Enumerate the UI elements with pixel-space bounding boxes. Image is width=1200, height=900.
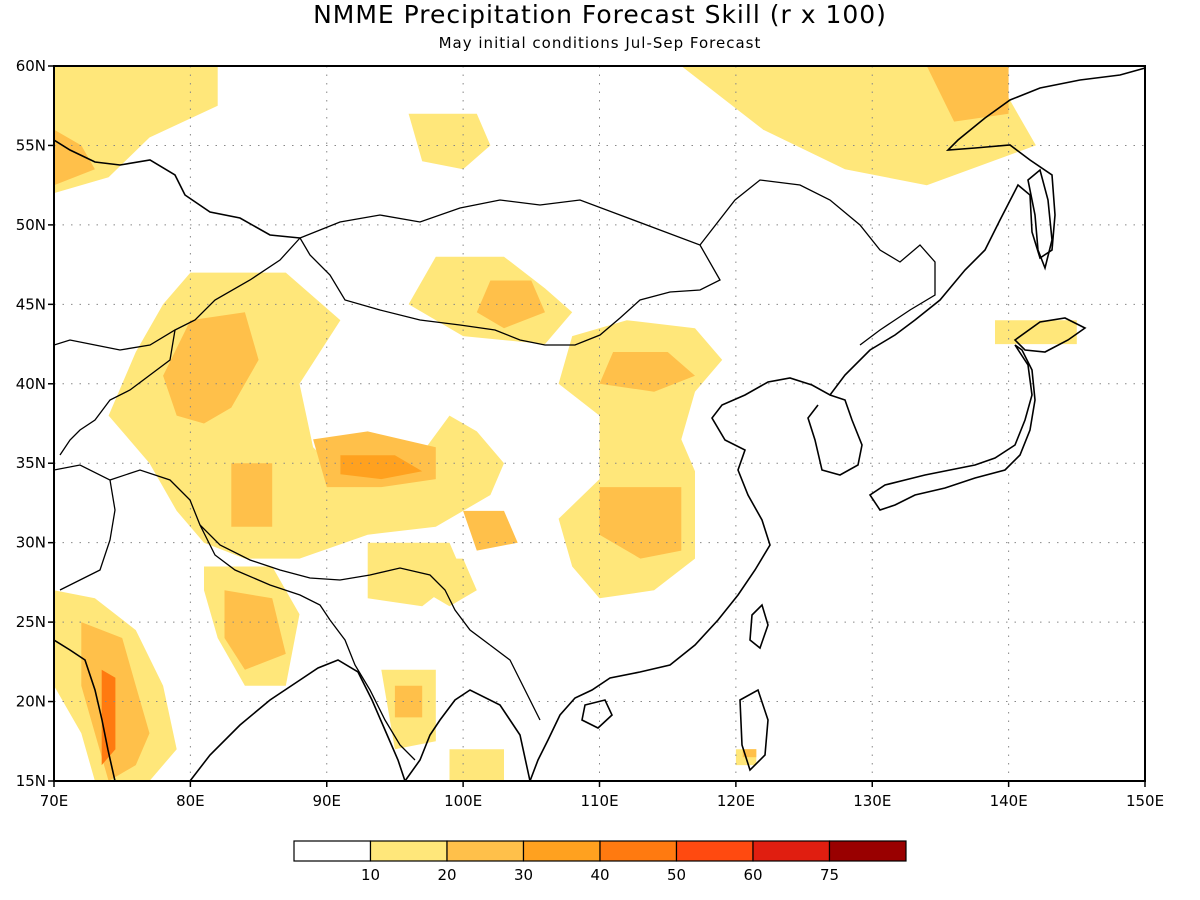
lat-tick-label: 35N: [16, 454, 46, 472]
coastline-layer: [54, 67, 1145, 781]
lat-tick-label: 20N: [16, 693, 46, 711]
japan-coastline: [868, 344, 1036, 511]
lon-tick-label: 110E: [580, 792, 618, 810]
east-asia-coastline: [529, 67, 1145, 781]
lat-tick-label: 25N: [16, 613, 46, 631]
mongolia-border: [299, 199, 721, 346]
skill-region-20: [224, 590, 286, 670]
lon-tick-label: 70E: [40, 792, 69, 810]
border-layer: [54, 179, 936, 761]
india-coastline: [54, 639, 116, 781]
colorbar-swatch: [446, 840, 525, 862]
lon-tick-label: 130E: [853, 792, 891, 810]
colorbar-swatch: [828, 840, 907, 862]
lat-tick-label: 30N: [16, 534, 46, 552]
skill-region-20: [394, 685, 423, 718]
laos-border: [489, 644, 541, 721]
colorbar-label: 75: [820, 866, 839, 884]
skill-region-20: [599, 352, 695, 392]
lon-tick-label: 150E: [1126, 792, 1164, 810]
sakhalin-coastline: [1027, 168, 1053, 271]
skill-region-20: [476, 280, 545, 329]
skill-fill-layer: [54, 66, 1077, 781]
pakistan-border: [54, 464, 116, 591]
lat-tick-label: 50N: [16, 216, 46, 234]
western-coastline: [54, 139, 301, 239]
skill-region-10: [367, 542, 464, 607]
skill-region-20: [54, 129, 95, 186]
himalaya-border: [109, 469, 491, 646]
hainan-coastline: [581, 699, 613, 729]
chart-subtitle: May initial conditions Jul-Sep Forecast: [438, 34, 762, 52]
skill-region-10: [995, 320, 1077, 345]
latitude-axis: 15N 20N 25N 30N 35N 40N 45N 50N 55N 60N: [16, 57, 54, 790]
lon-tick-label: 120E: [717, 792, 755, 810]
lon-tick-label: 90E: [312, 792, 341, 810]
colorbar-swatch: [675, 840, 754, 862]
colorbar-swatch: [369, 840, 448, 862]
skill-region-20: [599, 487, 682, 559]
lon-tick-label: 140E: [990, 792, 1028, 810]
colorbar-swatch: [752, 840, 831, 862]
lat-tick-label: 15N: [16, 772, 46, 790]
lat-tick-label: 55N: [16, 136, 46, 154]
taiwan-coastline: [749, 603, 769, 650]
indochina-coastline: [404, 689, 531, 781]
colorbar-swatch: [599, 840, 678, 862]
myanmar-border: [329, 619, 416, 761]
colorbar: 10 20 30 40 50 60 75: [293, 840, 907, 884]
lon-tick-label: 100E: [444, 792, 482, 810]
colorbar-swatch: [522, 840, 601, 862]
lat-tick-label: 40N: [16, 375, 46, 393]
skill-region-20: [163, 312, 259, 424]
lat-tick-label: 45N: [16, 295, 46, 313]
longitude-axis: 70E 80E 90E 100E 110E 120E 130E 140E 150E: [40, 781, 1164, 810]
skill-region-20: [463, 510, 518, 551]
skill-region-40: [101, 669, 116, 766]
skill-region-10: [408, 113, 491, 170]
northeast-border: [699, 179, 936, 346]
colorbar-label: 10: [361, 866, 380, 884]
skill-region-20: [926, 66, 1009, 122]
colorbar-label: 40: [590, 866, 609, 884]
colorbar-label: 60: [743, 866, 762, 884]
central-asia-border: [59, 329, 176, 456]
colorbar-label: 30: [514, 866, 533, 884]
lat-tick-label: 60N: [16, 57, 46, 75]
colorbar-label: 20: [437, 866, 456, 884]
skill-region-20: [231, 463, 273, 527]
hokkaido-coastline: [1013, 317, 1087, 353]
philippines-coastline: [739, 688, 769, 772]
skill-region-30: [340, 455, 423, 480]
south-asia-border: [199, 524, 331, 621]
colorbar-label: 50: [667, 866, 686, 884]
lon-tick-label: 80E: [176, 792, 205, 810]
chart-title: NMME Precipitation Forecast Skill (r x 1…: [313, 0, 887, 29]
skill-region-10: [449, 749, 504, 781]
bay-of-bengal-coastline: [189, 659, 406, 781]
colorbar-swatch: [293, 840, 372, 862]
korea-coastline: [807, 394, 863, 476]
